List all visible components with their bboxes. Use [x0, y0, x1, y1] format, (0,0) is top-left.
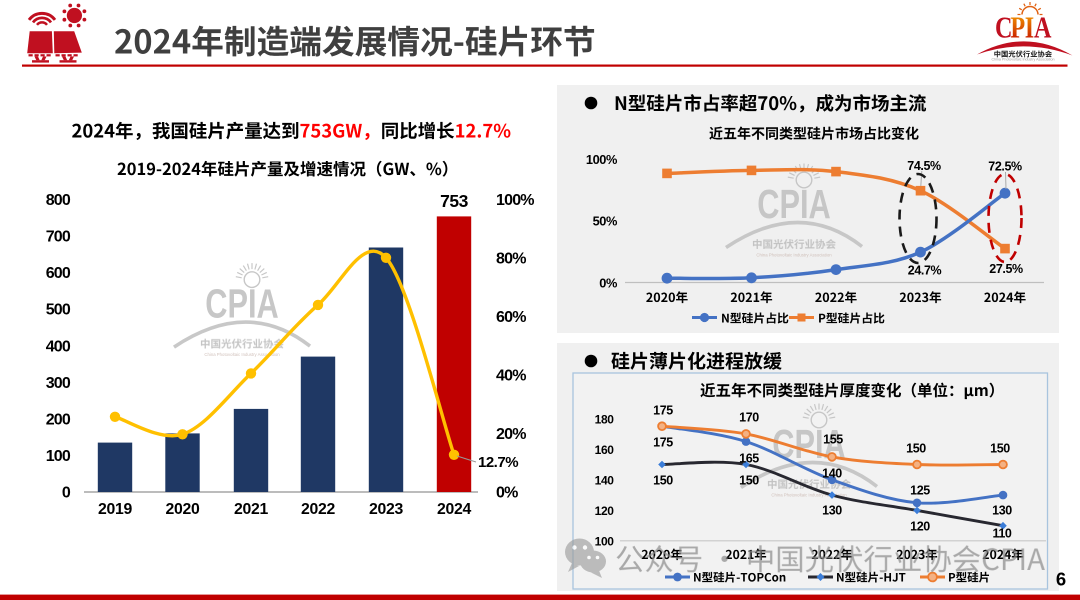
svg-text:12.7%: 12.7% — [478, 454, 518, 471]
svg-text:110: 110 — [993, 527, 1012, 541]
svg-text:175: 175 — [653, 404, 673, 418]
svg-text:China Photovoltaic Industry As: China Photovoltaic Industry Association — [204, 352, 280, 357]
svg-text:500: 500 — [46, 302, 71, 319]
svg-text:2024: 2024 — [437, 501, 471, 518]
svg-text:100%: 100% — [586, 152, 618, 167]
svg-text:700: 700 — [46, 229, 71, 246]
svg-text:600: 600 — [46, 265, 71, 282]
svg-text:2021: 2021 — [234, 501, 268, 518]
svg-text:C: C — [995, 11, 1012, 46]
svg-text:120: 120 — [595, 504, 615, 518]
svg-text:140: 140 — [595, 474, 615, 488]
svg-text:60%: 60% — [496, 309, 526, 326]
svg-text:China Photovoltaic Industry As: China Photovoltaic Industry Association — [992, 58, 1055, 62]
svg-text:74.5%: 74.5% — [907, 159, 941, 173]
svg-text:2022: 2022 — [301, 501, 335, 518]
svg-text:800: 800 — [46, 192, 71, 209]
svg-text:China Photovoltaic Industry As: China Photovoltaic Industry Association — [771, 493, 847, 498]
svg-text:300: 300 — [46, 375, 71, 392]
svg-text:150: 150 — [739, 474, 759, 488]
svg-text:165: 165 — [739, 452, 759, 466]
svg-text:160: 160 — [595, 443, 615, 457]
svg-text:753: 753 — [440, 191, 468, 211]
svg-text:130: 130 — [992, 504, 1012, 518]
svg-text:80%: 80% — [496, 251, 526, 268]
svg-text:180: 180 — [595, 412, 615, 426]
svg-text:170: 170 — [739, 411, 759, 425]
svg-text:6: 6 — [1056, 569, 1066, 590]
svg-text:40%: 40% — [496, 368, 526, 385]
svg-text:0: 0 — [62, 485, 71, 502]
svg-text:175: 175 — [653, 436, 673, 450]
svg-text:150: 150 — [653, 474, 673, 488]
svg-text:200: 200 — [46, 412, 71, 429]
svg-text:I: I — [1025, 11, 1034, 46]
svg-text:100%: 100% — [496, 192, 534, 209]
svg-text:125: 125 — [910, 484, 930, 498]
svg-text:2023: 2023 — [369, 501, 403, 518]
svg-text:0%: 0% — [599, 275, 618, 290]
svg-text:2020: 2020 — [166, 501, 200, 518]
svg-text:400: 400 — [46, 338, 71, 355]
svg-text:20%: 20% — [496, 426, 526, 443]
svg-text:72.5%: 72.5% — [988, 159, 1022, 173]
svg-text:0%: 0% — [496, 485, 518, 502]
svg-text:155: 155 — [823, 433, 843, 447]
svg-text:150: 150 — [990, 442, 1010, 456]
svg-text:A: A — [1034, 11, 1051, 46]
svg-text:50%: 50% — [593, 214, 618, 229]
svg-text:China Photovoltaic Industry As: China Photovoltaic Industry Association — [756, 253, 832, 258]
svg-text:100: 100 — [46, 448, 71, 465]
svg-text:24.7%: 24.7% — [908, 263, 942, 277]
svg-text:130: 130 — [822, 504, 842, 518]
svg-text:100: 100 — [595, 535, 615, 549]
svg-text:P: P — [1010, 11, 1025, 46]
svg-text:2019: 2019 — [98, 501, 132, 518]
svg-text:120: 120 — [910, 520, 930, 534]
svg-text:27.5%: 27.5% — [989, 262, 1023, 276]
svg-text:150: 150 — [906, 442, 926, 456]
svg-text:140: 140 — [822, 467, 842, 481]
